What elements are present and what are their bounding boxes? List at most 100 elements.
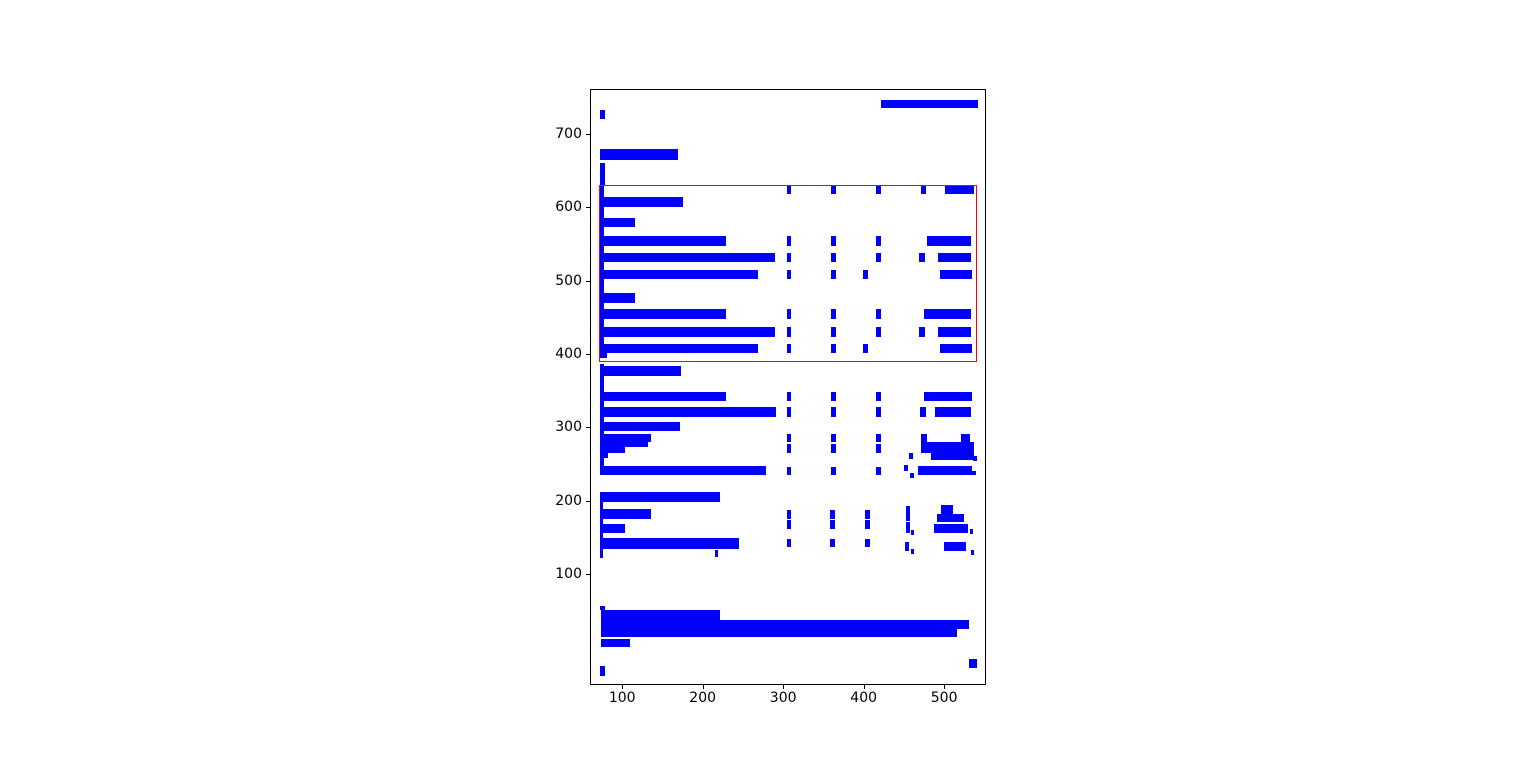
data-box — [599, 365, 682, 377]
data-box — [830, 509, 835, 520]
data-box — [830, 539, 835, 548]
data-box — [920, 407, 926, 417]
data-box — [910, 548, 914, 554]
data-box — [599, 509, 651, 520]
data-box — [599, 363, 604, 476]
data-box — [924, 391, 972, 402]
data-box — [830, 433, 836, 443]
data-box — [875, 433, 881, 443]
x-tick-mark — [622, 685, 624, 689]
data-box — [875, 236, 881, 246]
y-tick-mark — [586, 500, 590, 502]
x-tick-label: 300 — [769, 690, 797, 706]
data-box — [865, 509, 871, 520]
data-box — [786, 520, 792, 529]
data-box — [921, 442, 975, 453]
data-box — [940, 269, 972, 280]
data-box — [957, 619, 970, 630]
data-box — [863, 343, 868, 354]
data-box — [599, 492, 604, 559]
data-box — [786, 184, 792, 195]
y-tick-mark — [586, 207, 590, 209]
data-box — [905, 522, 910, 533]
data-box — [919, 252, 925, 263]
y-tick-mark — [586, 427, 590, 429]
data-box — [599, 327, 775, 337]
data-box — [863, 269, 868, 280]
data-box — [599, 447, 625, 454]
data-box — [919, 327, 925, 337]
data-box — [786, 269, 792, 280]
x-tick-label: 200 — [689, 690, 717, 706]
x-tick-label: 100 — [608, 690, 636, 706]
data-box — [941, 505, 954, 515]
data-box — [921, 434, 928, 443]
data-box — [786, 309, 792, 319]
data-box — [971, 470, 976, 476]
data-box — [830, 184, 836, 195]
data-box — [924, 309, 971, 319]
data-box — [945, 184, 975, 195]
y-tick-label: 300 — [555, 419, 582, 436]
data-box — [933, 523, 968, 534]
data-box — [830, 327, 836, 337]
data-box — [875, 184, 881, 195]
data-box — [599, 236, 727, 246]
data-box — [599, 343, 758, 354]
data-box — [830, 343, 836, 354]
data-box — [830, 443, 836, 453]
data-box — [599, 538, 740, 549]
data-box — [599, 433, 651, 442]
data-box — [875, 327, 881, 337]
data-box — [786, 236, 792, 246]
highlight-rect — [598, 185, 978, 363]
data-box — [599, 149, 678, 160]
data-box — [830, 252, 836, 263]
data-box — [786, 509, 792, 520]
data-box — [599, 293, 636, 303]
data-box — [935, 407, 971, 417]
data-box — [921, 184, 926, 195]
data-box — [830, 466, 836, 475]
data-box — [905, 506, 910, 521]
y-tick-label: 500 — [555, 272, 582, 289]
data-box — [830, 407, 836, 417]
data-box — [599, 269, 758, 280]
plot-area — [590, 89, 986, 685]
data-box — [970, 528, 974, 535]
data-box — [714, 550, 719, 557]
data-box — [875, 309, 881, 319]
data-box — [599, 197, 683, 208]
x-tick-mark — [944, 685, 946, 689]
data-box — [599, 605, 605, 611]
data-box — [880, 100, 979, 109]
data-box — [937, 252, 971, 263]
data-box — [599, 407, 777, 417]
data-box — [830, 269, 836, 280]
data-box — [786, 443, 792, 453]
y-tick-label: 600 — [555, 199, 582, 216]
y-tick-label: 700 — [555, 125, 582, 142]
data-box — [875, 391, 881, 402]
data-box — [937, 514, 964, 523]
data-box — [830, 309, 836, 319]
data-box — [599, 109, 605, 119]
data-box — [875, 466, 881, 475]
y-tick-mark — [586, 280, 590, 282]
data-box — [904, 542, 909, 551]
data-box — [599, 218, 636, 228]
data-box — [875, 252, 881, 263]
y-tick-mark — [586, 353, 590, 355]
data-box — [940, 343, 972, 354]
y-tick-label: 400 — [555, 345, 582, 362]
x-tick-label: 400 — [850, 690, 878, 706]
data-box — [599, 348, 608, 358]
data-box — [865, 520, 871, 529]
data-box — [908, 453, 913, 460]
data-box — [599, 666, 605, 676]
data-box — [599, 309, 727, 319]
data-box — [599, 441, 649, 448]
data-box — [904, 465, 909, 471]
data-box — [875, 407, 881, 417]
data-box — [927, 236, 971, 246]
